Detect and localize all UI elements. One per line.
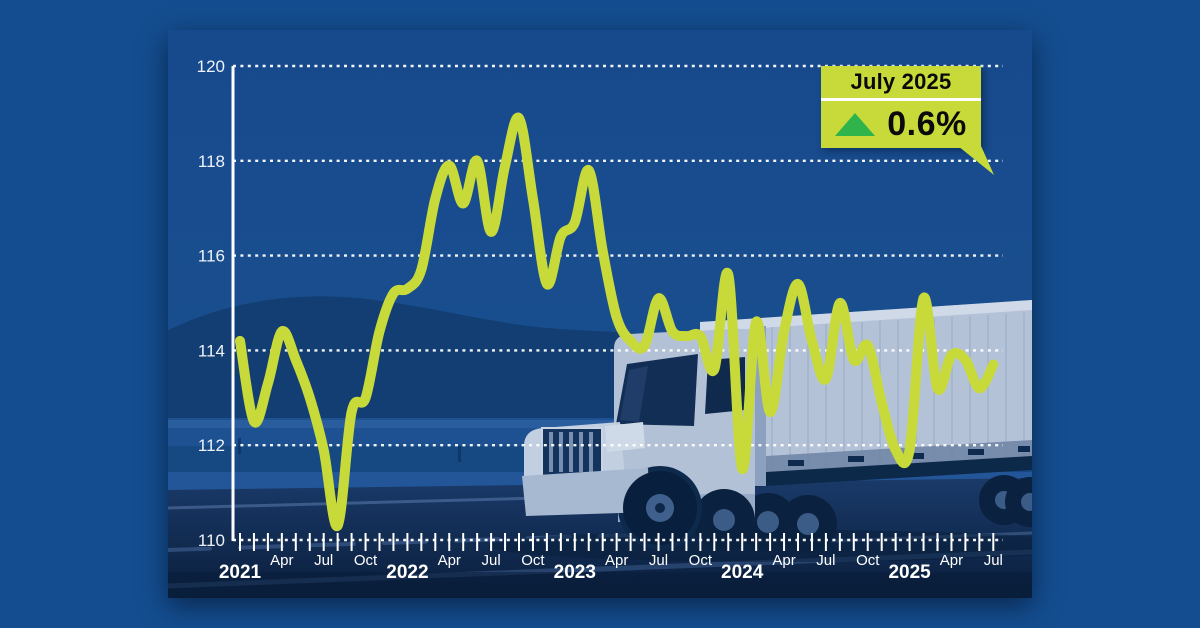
x-axis-year-label: 2023 xyxy=(554,562,596,583)
x-axis-month-label: Jul xyxy=(314,552,333,569)
x-axis-year-label: 2021 xyxy=(219,562,262,583)
x-axis-month-label: Oct xyxy=(354,552,378,569)
x-axis-month-label: Oct xyxy=(856,552,880,569)
x-axis-month-label: Jul xyxy=(816,552,835,569)
trailer-wheels xyxy=(739,475,1032,553)
x-axis-month-label: Oct xyxy=(521,552,545,569)
bumper xyxy=(522,468,650,516)
x-axis-year-label: 2022 xyxy=(386,562,428,583)
tonnage-line xyxy=(235,112,999,531)
y-axis-label: 116 xyxy=(198,247,225,266)
x-axis-year-label: 2024 xyxy=(721,562,764,583)
tonnage-line-chart: 120 118 116 114 112 110 2021 Apr Jul Oct 2022 Apr Ju… xyxy=(197,57,1003,583)
y-axis-label: 114 xyxy=(198,341,225,360)
y-axis-label: 120 xyxy=(197,57,225,76)
x-axis-month-label: Apr xyxy=(438,552,461,569)
trailer-frame xyxy=(700,456,1032,490)
callout-value: 0.6% xyxy=(887,104,967,143)
y-axis-label: 118 xyxy=(198,152,225,171)
callout-title: July 2025 xyxy=(850,69,952,94)
x-axis-month-label: Jul xyxy=(649,552,668,569)
road-vignette xyxy=(168,572,1032,598)
up-arrow-icon xyxy=(835,112,876,136)
callout-divider xyxy=(821,98,981,101)
x-axis-month-label: Jul xyxy=(482,552,501,569)
x-axis-month-label: Apr xyxy=(270,552,293,569)
chart-card: 120 118 116 114 112 110 2021 Apr Jul Oct 2022 Apr Ju… xyxy=(168,30,1032,598)
x-axis-year-label: 2025 xyxy=(888,562,931,583)
x-axis-month-label: Oct xyxy=(689,552,713,569)
x-axis-month-label: Apr xyxy=(605,552,628,569)
callout-bubble: July 2025 0.6% xyxy=(821,66,981,148)
x-axis-month-label: Jul xyxy=(984,552,1003,569)
x-axis-month-label: Apr xyxy=(772,552,795,569)
y-axis-label: 110 xyxy=(198,531,225,550)
y-axis-label: 112 xyxy=(198,436,225,455)
x-axis-month-label: Apr xyxy=(940,552,963,569)
